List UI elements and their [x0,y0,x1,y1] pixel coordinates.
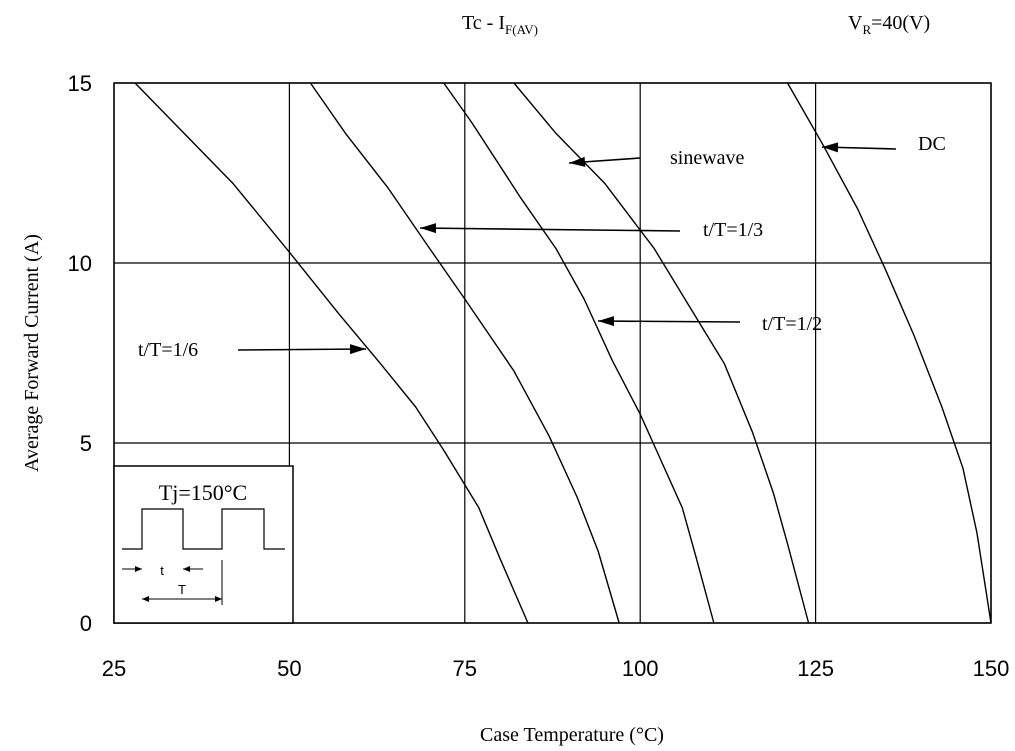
series [134,82,992,624]
inset-background [113,465,294,624]
inset-waveform-box: Tj=150°C t T [113,465,294,624]
y-tick-label: 5 [80,431,92,456]
chart-title-subscript: F(AV) [505,22,538,37]
x-tick-label: 125 [797,656,834,681]
inset-T-arrowhead-left [142,596,149,602]
inset-t-arrowhead-left [135,566,142,572]
y-tick-label: 10 [68,251,92,276]
inset-t-label: t [160,563,164,578]
y-tick-label: 15 [68,71,92,96]
series-line-t-t-1-6 [134,82,529,624]
condition-label: VR=40(V) [848,12,930,37]
chart-title: Tc - IF(AV) [462,12,538,37]
inset-title: Tj=150°C [159,480,247,505]
x-tick-label: 150 [973,656,1010,681]
annotation-arrowhead-t-t-1-6 [349,344,366,355]
annotation-arrow-t-t-1-6 [237,348,367,351]
annotation-label-dc: DC [918,133,946,155]
annotation-arrowhead-t-t-1-2 [598,316,615,327]
annotation-label-t-t-1-2: t/T=1/2 [762,313,822,335]
annotation-label-t-t-1-6: t/T=1/6 [138,339,198,361]
y-axis-label: Average Forward Current (A) [21,234,43,472]
annotation-arrowhead-dc [822,142,839,153]
y-tick-label: 0 [80,611,92,636]
annotations: sinewave t/T=1/3 t/T=1/2 t/T=1/6 DC [138,133,946,361]
x-axis-label: Case Temperature (°C) [480,724,664,746]
x-tick-label: 75 [453,656,477,681]
x-tick-label: 50 [277,656,301,681]
annotation-label-sinewave: sinewave [670,147,745,169]
inset-t-arrowhead-right [183,566,190,572]
inset-T-label: T [178,582,186,597]
annotation-arrow-t-t-1-2 [597,320,741,323]
inset-T-arrowhead-right [215,596,222,602]
x-tick-label: 100 [622,656,659,681]
series-line-sinewave [513,82,810,624]
series-line-t-t-1-2 [443,82,715,624]
series-line-t-t-1-3 [309,82,620,624]
x-tick-label: 25 [102,656,126,681]
series-line-dc [786,82,992,624]
tick-labels: 25 50 75 100 125 150 0 5 10 15 [68,71,1010,681]
plot-frame [113,82,992,624]
annotation-arrowhead-sinewave [569,156,586,167]
annotation-label-t-t-1-3: t/T=1/3 [703,219,763,241]
inset-waveform [122,508,285,550]
condition-subscript: R [862,22,871,37]
annotation-arrow-t-t-1-3 [419,227,681,232]
annotation-arrowhead-t-t-1-3 [420,223,437,234]
